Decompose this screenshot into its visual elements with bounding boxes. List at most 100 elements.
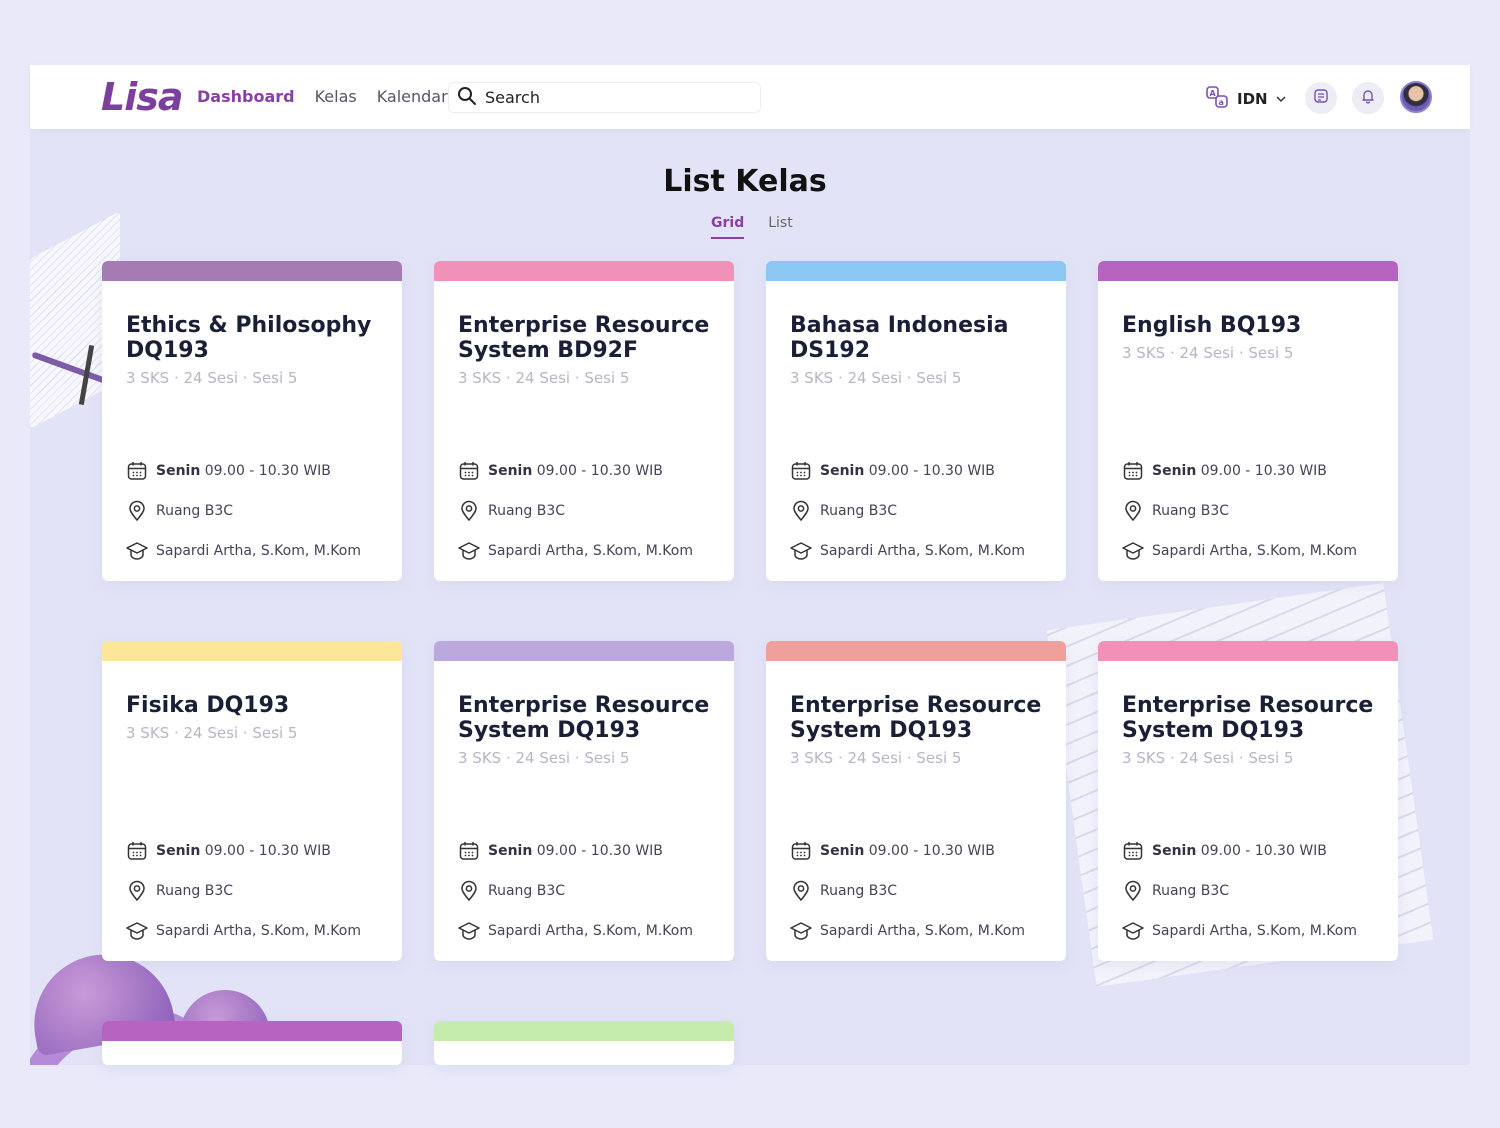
calendar-icon xyxy=(790,460,812,482)
card-meta: 3 SKS · 24 Sesi · Sesi 5 xyxy=(458,369,630,387)
location-pin-icon xyxy=(458,880,480,902)
lecturer-row: Sapardi Artha, S.Kom, M.Kom xyxy=(790,531,1025,571)
card-title-line1: Enterprise Resource xyxy=(458,693,710,718)
notes-button[interactable] xyxy=(1305,82,1337,114)
notes-icon xyxy=(1313,88,1329,108)
card-title-line1: Bahasa Indonesia xyxy=(790,313,1009,338)
schedule-day: Senin xyxy=(1152,463,1197,479)
calendar-icon xyxy=(1122,840,1144,862)
class-card[interactable]: Enterprise Resource System DQ193 3 SKS ·… xyxy=(1098,641,1398,961)
notification-button[interactable] xyxy=(1352,82,1384,114)
schedule-day: Senin xyxy=(156,843,201,859)
card-info: Senin 09.00 - 10.30 WIB Ruang B3C Sapard… xyxy=(1122,451,1357,571)
card-body: Enterprise Resource System DQ193 3 SKS ·… xyxy=(766,661,1066,961)
card-info: Senin 09.00 - 10.30 WIB Ruang B3C Sapard… xyxy=(458,831,693,951)
schedule-day: Senin xyxy=(1152,843,1197,859)
tab-list[interactable]: List xyxy=(768,215,793,231)
room-row: Ruang B3C xyxy=(790,871,1025,911)
lecturer-name: Sapardi Artha, S.Kom, M.Kom xyxy=(488,543,693,559)
page-title: List Kelas xyxy=(663,164,827,199)
room-label: Ruang B3C xyxy=(820,883,898,899)
card-meta: 3 SKS · 24 Sesi · Sesi 5 xyxy=(790,749,962,767)
room-row: Ruang B3C xyxy=(126,491,361,531)
class-card[interactable]: Bahasa Indonesia DS192 3 SKS · 24 Sesi ·… xyxy=(766,261,1066,581)
card-info: Senin 09.00 - 10.30 WIB Ruang B3C Sapard… xyxy=(1122,831,1357,951)
card-title-line2: System BD92F xyxy=(458,338,638,363)
card-body: Enterprise Resource System DQ193 3 SKS ·… xyxy=(434,661,734,961)
room-row: Ruang B3C xyxy=(790,491,1025,531)
schedule-time: 09.00 - 10.30 WIB xyxy=(536,463,663,479)
room-label: Ruang B3C xyxy=(156,503,234,519)
top-header: Lisa Dashboard Kelas Kalendar Aa IDN xyxy=(30,65,1470,129)
lecturer-row: Sapardi Artha, S.Kom, M.Kom xyxy=(126,911,361,951)
location-pin-icon xyxy=(1122,500,1144,522)
calendar-icon xyxy=(126,840,148,862)
card-title-line2: System DQ193 xyxy=(1122,718,1305,743)
card-title-line1: Enterprise Resource xyxy=(1122,693,1374,718)
card-title: Enterprise Resource System DQ193 xyxy=(790,693,1042,743)
nav-kalendar[interactable]: Kalendar xyxy=(376,87,448,106)
card-info: Senin 09.00 - 10.30 WIB Ruang B3C Sapard… xyxy=(790,451,1025,571)
main-nav: Dashboard Kelas Kalendar xyxy=(197,87,448,106)
card-title-line1: Ethics & Philosophy xyxy=(126,313,372,338)
schedule-day: Senin xyxy=(820,843,865,859)
schedule-day: Senin xyxy=(488,843,533,859)
card-color-bar xyxy=(766,641,1066,661)
class-card[interactable]: English BQ193 3 SKS · 24 Sesi · Sesi 5 S… xyxy=(1098,261,1398,581)
class-card[interactable]: Enterprise Resource System BD92F 3 SKS ·… xyxy=(434,261,734,581)
view-tabs: Grid List xyxy=(711,215,793,239)
nav-kelas[interactable]: Kelas xyxy=(314,87,357,106)
graduation-cap-icon xyxy=(126,540,148,562)
room-row: Ruang B3C xyxy=(1122,491,1357,531)
calendar-icon xyxy=(790,840,812,862)
search-box xyxy=(448,82,761,113)
lisa-logo[interactable]: Lisa xyxy=(101,75,183,119)
tab-grid[interactable]: Grid xyxy=(711,215,745,239)
card-info: Senin 09.00 - 10.30 WIB Ruang B3C Sapard… xyxy=(126,451,361,571)
room-label: Ruang B3C xyxy=(156,883,234,899)
card-color-bar xyxy=(434,261,734,281)
class-card[interactable]: Fisika DQ193 3 SKS · 24 Sesi · Sesi 5 Se… xyxy=(102,641,402,961)
user-avatar[interactable] xyxy=(1400,81,1432,113)
location-pin-icon xyxy=(1122,880,1144,902)
class-card[interactable]: Enterprise Resource System DQ193 3 SKS ·… xyxy=(766,641,1066,961)
card-body: Bahasa Indonesia DS192 3 SKS · 24 Sesi ·… xyxy=(766,281,1066,581)
search-input[interactable] xyxy=(485,88,745,107)
class-card-partial[interactable] xyxy=(102,1021,402,1065)
schedule-row: Senin 09.00 - 10.30 WIB xyxy=(1122,451,1357,491)
card-title: Fisika DQ193 xyxy=(126,693,378,718)
schedule-time: 09.00 - 10.30 WIB xyxy=(204,843,331,859)
card-body: Enterprise Resource System DQ193 3 SKS ·… xyxy=(1098,661,1398,961)
graduation-cap-icon xyxy=(790,540,812,562)
class-card[interactable]: Enterprise Resource System DQ193 3 SKS ·… xyxy=(434,641,734,961)
search-icon xyxy=(457,86,477,110)
schedule-row: Senin 09.00 - 10.30 WIB xyxy=(126,831,361,871)
room-row: Ruang B3C xyxy=(458,491,693,531)
graduation-cap-icon xyxy=(126,920,148,942)
nav-dashboard[interactable]: Dashboard xyxy=(197,87,295,106)
class-card[interactable]: Ethics & Philosophy DQ193 3 SKS · 24 Ses… xyxy=(102,261,402,581)
room-label: Ruang B3C xyxy=(1152,503,1230,519)
class-card-partial[interactable] xyxy=(434,1021,734,1065)
chevron-down-icon xyxy=(1276,90,1286,108)
lecturer-name: Sapardi Artha, S.Kom, M.Kom xyxy=(1152,923,1357,939)
card-meta: 3 SKS · 24 Sesi · Sesi 5 xyxy=(458,749,630,767)
room-label: Ruang B3C xyxy=(1152,883,1230,899)
schedule-day: Senin xyxy=(820,463,865,479)
graduation-cap-icon xyxy=(790,920,812,942)
card-color-bar xyxy=(102,641,402,661)
card-title-line2: System DQ193 xyxy=(458,718,641,743)
lecturer-row: Sapardi Artha, S.Kom, M.Kom xyxy=(458,911,693,951)
card-meta: 3 SKS · 24 Sesi · Sesi 5 xyxy=(1122,749,1294,767)
room-label: Ruang B3C xyxy=(488,503,566,519)
bell-icon xyxy=(1360,88,1376,108)
card-title-line1: Fisika DQ193 xyxy=(126,693,290,718)
lecturer-row: Sapardi Artha, S.Kom, M.Kom xyxy=(790,911,1025,951)
location-pin-icon xyxy=(458,500,480,522)
card-color-bar xyxy=(766,261,1066,281)
room-row: Ruang B3C xyxy=(1122,871,1357,911)
schedule-day: Senin xyxy=(156,463,201,479)
svg-text:a: a xyxy=(1219,98,1224,107)
